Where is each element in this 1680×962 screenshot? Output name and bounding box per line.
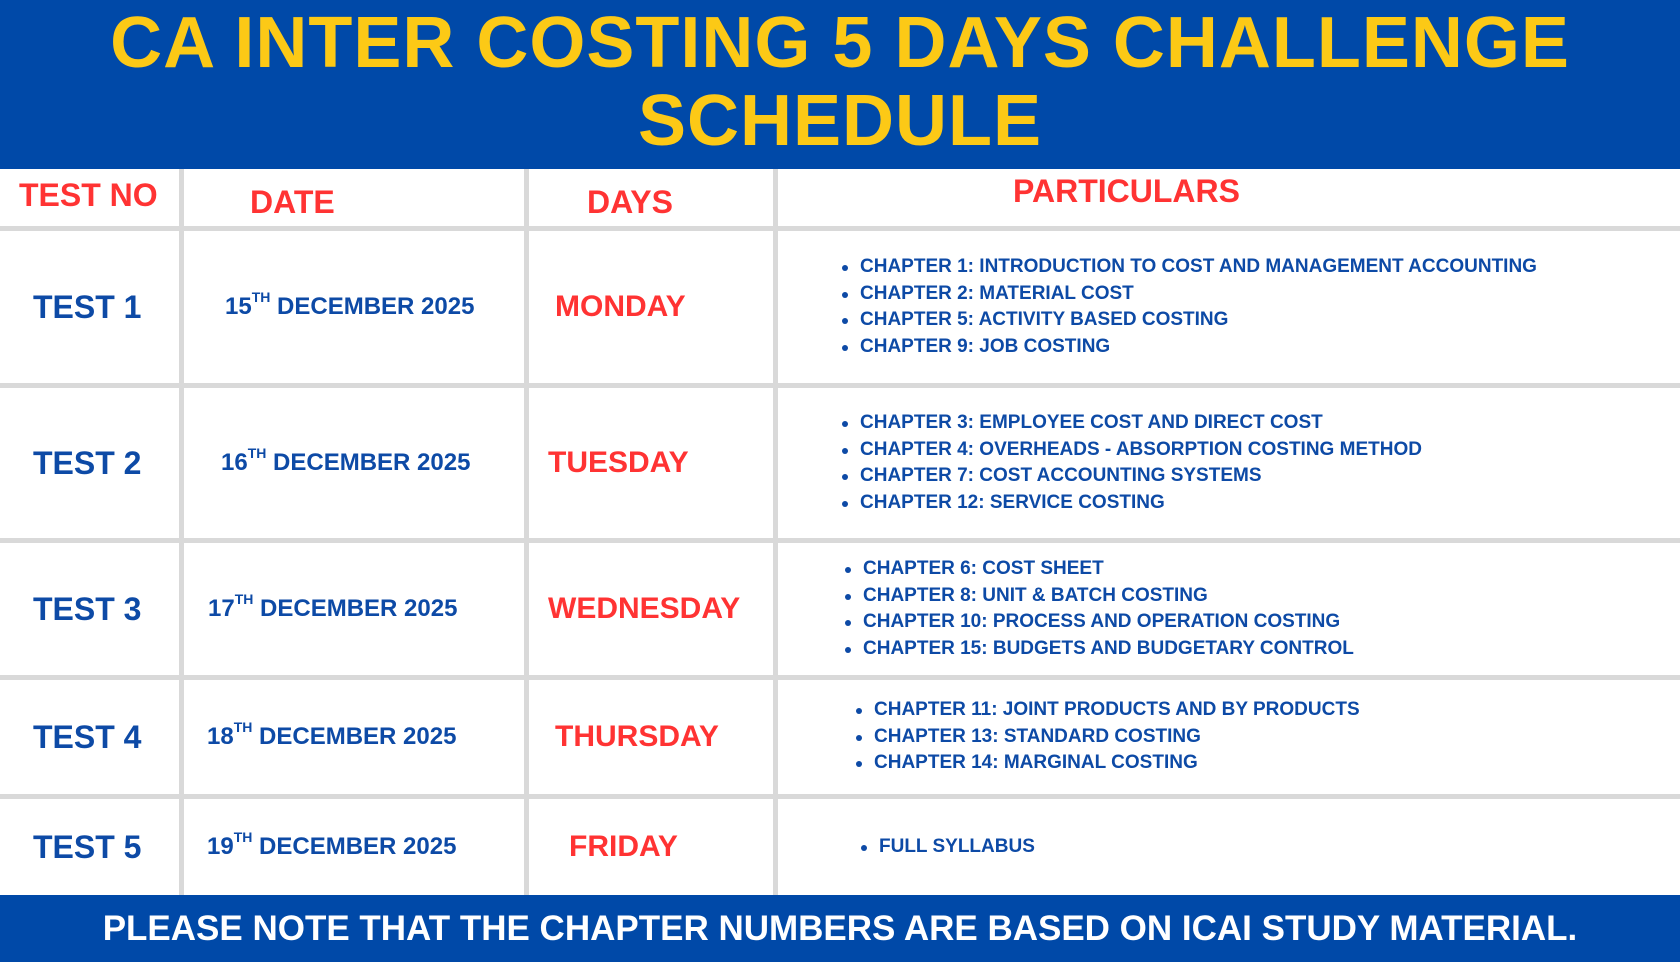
date-month-year: DECEMBER 2025 — [277, 293, 475, 320]
test-number: TEST 1 — [33, 288, 142, 325]
date-cell: 19TH DECEMBER 2025 — [184, 799, 529, 895]
date-suffix: TH — [233, 829, 253, 845]
test-number: TEST 5 — [33, 828, 142, 865]
chapter-item: CHAPTER 1: INTRODUCTION TO COST AND MANA… — [842, 254, 1537, 281]
header-date: DATE — [184, 169, 529, 226]
header-date-label: DATE — [250, 184, 335, 220]
date-suffix: TH — [234, 591, 254, 607]
test-no-cell: TEST 3 — [0, 543, 184, 675]
chapter-item: CHAPTER 7: COST ACCOUNTING SYSTEMS — [842, 463, 1422, 490]
test-date: 15TH DECEMBER 2025 — [225, 289, 475, 321]
test-number: TEST 2 — [33, 444, 142, 481]
date-cell: 18TH DECEMBER 2025 — [184, 680, 529, 794]
date-cell: 16TH DECEMBER 2025 — [184, 388, 529, 538]
title-banner: CA INTER COSTING 5 DAYS CHALLENGE SCHEDU… — [0, 0, 1680, 169]
chapter-item: CHAPTER 15: BUDGETS AND BUDGETARY CONTRO… — [845, 636, 1354, 663]
chapter-item: CHAPTER 8: UNIT & BATCH COSTING — [845, 583, 1354, 610]
test-date: 16TH DECEMBER 2025 — [221, 445, 471, 477]
table-header-row: TEST NO DATE DAYS PARTICULARS — [0, 169, 1680, 231]
table-row: TEST 5 19TH DECEMBER 2025 FRIDAY FULL SY… — [0, 799, 1680, 895]
test-no-cell: TEST 5 — [0, 799, 184, 895]
test-no-cell: TEST 2 — [0, 388, 184, 538]
particulars-cell: CHAPTER 11: JOINT PRODUCTS AND BY PRODUC… — [778, 680, 1680, 794]
day-cell: FRIDAY — [529, 799, 778, 895]
chapter-item: CHAPTER 3: EMPLOYEE COST AND DIRECT COST — [842, 410, 1422, 437]
day-cell: WEDNESDAY — [529, 543, 778, 675]
table-row: TEST 2 16TH DECEMBER 2025 TUESDAY CHAPTE… — [0, 388, 1680, 543]
test-number: TEST 3 — [33, 590, 142, 627]
chapter-list: FULL SYLLABUS — [778, 834, 1035, 861]
footer-note: PLEASE NOTE THAT THE CHAPTER NUMBERS ARE… — [0, 895, 1680, 962]
chapter-item: CHAPTER 9: JOB COSTING — [842, 334, 1537, 361]
header-particulars: PARTICULARS — [778, 169, 1680, 226]
header-test-no: TEST NO — [0, 169, 184, 226]
particulars-cell: FULL SYLLABUS — [778, 799, 1680, 895]
date-suffix: TH — [251, 289, 271, 305]
day-cell: THURSDAY — [529, 680, 778, 794]
header-days: DAYS — [529, 169, 778, 226]
test-date: 18TH DECEMBER 2025 — [207, 719, 457, 751]
header-particulars-label: PARTICULARS — [1013, 173, 1240, 209]
test-number: TEST 4 — [33, 718, 142, 755]
weekday: WEDNESDAY — [548, 592, 741, 625]
date-month-year: DECEMBER 2025 — [260, 595, 458, 622]
page-title-line-1: CA INTER COSTING 5 DAYS CHALLENGE — [110, 3, 1570, 83]
table-row: TEST 4 18TH DECEMBER 2025 THURSDAY CHAPT… — [0, 680, 1680, 799]
chapter-item: CHAPTER 5: ACTIVITY BASED COSTING — [842, 307, 1537, 334]
schedule-table: TEST NO DATE DAYS PARTICULARS TEST 1 15T… — [0, 169, 1680, 895]
day-cell: TUESDAY — [529, 388, 778, 538]
chapter-item: CHAPTER 11: JOINT PRODUCTS AND BY PRODUC… — [856, 697, 1360, 724]
header-test-no-label: TEST NO — [19, 177, 158, 213]
date-suffix: TH — [233, 719, 253, 735]
test-date: 19TH DECEMBER 2025 — [207, 829, 457, 861]
chapter-item: CHAPTER 13: STANDARD COSTING — [856, 724, 1360, 751]
date-month-year: DECEMBER 2025 — [259, 833, 457, 860]
chapter-item: CHAPTER 14: MARGINAL COSTING — [856, 750, 1360, 777]
date-day: 18 — [207, 723, 234, 750]
date-suffix: TH — [247, 445, 267, 461]
chapter-item: CHAPTER 2: MATERIAL COST — [842, 281, 1537, 308]
weekday: TUESDAY — [548, 446, 689, 479]
test-date: 17TH DECEMBER 2025 — [208, 591, 458, 623]
chapter-item: CHAPTER 12: SERVICE COSTING — [842, 490, 1422, 517]
chapter-item: CHAPTER 10: PROCESS AND OPERATION COSTIN… — [845, 609, 1354, 636]
page-title-line-2: SCHEDULE — [637, 81, 1043, 161]
weekday: FRIDAY — [569, 830, 678, 863]
date-day: 16 — [221, 449, 248, 476]
chapter-item: FULL SYLLABUS — [861, 834, 1035, 861]
date-day: 19 — [207, 833, 234, 860]
test-no-cell: TEST 1 — [0, 231, 184, 383]
table-row: TEST 1 15TH DECEMBER 2025 MONDAY CHAPTER… — [0, 231, 1680, 388]
chapter-list: CHAPTER 11: JOINT PRODUCTS AND BY PRODUC… — [778, 697, 1360, 777]
date-day: 15 — [225, 293, 252, 320]
day-cell: MONDAY — [529, 231, 778, 383]
chapter-list: CHAPTER 1: INTRODUCTION TO COST AND MANA… — [778, 254, 1537, 360]
chapter-item: CHAPTER 4: OVERHEADS - ABSORPTION COSTIN… — [842, 437, 1422, 464]
date-day: 17 — [208, 595, 235, 622]
chapter-list: CHAPTER 3: EMPLOYEE COST AND DIRECT COST… — [778, 410, 1422, 516]
table-row: TEST 3 17TH DECEMBER 2025 WEDNESDAY CHAP… — [0, 543, 1680, 680]
date-cell: 17TH DECEMBER 2025 — [184, 543, 529, 675]
test-no-cell: TEST 4 — [0, 680, 184, 794]
particulars-cell: CHAPTER 6: COST SHEET CHAPTER 8: UNIT & B… — [778, 543, 1680, 675]
chapter-item: CHAPTER 6: COST SHEET — [845, 556, 1354, 583]
date-month-year: DECEMBER 2025 — [259, 723, 457, 750]
particulars-cell: CHAPTER 1: INTRODUCTION TO COST AND MANA… — [778, 231, 1680, 383]
weekday: MONDAY — [555, 290, 686, 323]
header-days-label: DAYS — [587, 184, 673, 220]
date-month-year: DECEMBER 2025 — [273, 449, 471, 476]
weekday: THURSDAY — [555, 720, 719, 753]
date-cell: 15TH DECEMBER 2025 — [184, 231, 529, 383]
particulars-cell: CHAPTER 3: EMPLOYEE COST AND DIRECT COST… — [778, 388, 1680, 538]
chapter-list: CHAPTER 6: COST SHEET CHAPTER 8: UNIT & B… — [778, 556, 1354, 662]
